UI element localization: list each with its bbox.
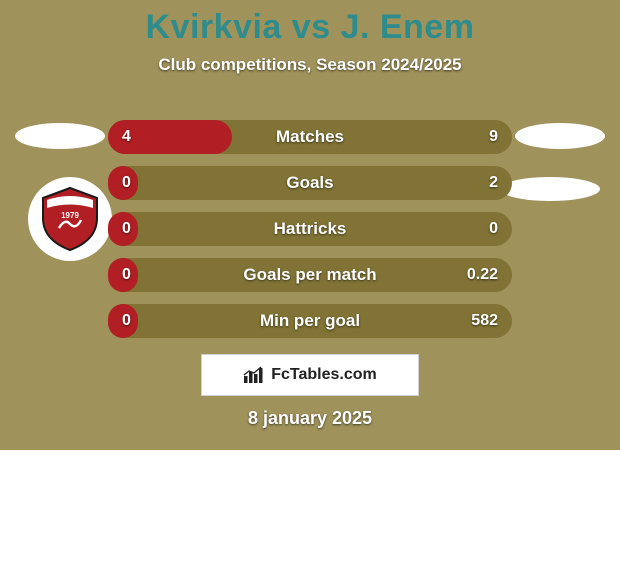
club-crest: 1979 (28, 177, 112, 261)
brand-box: FcTables.com (201, 354, 419, 396)
subtitle: Club competitions, Season 2024/2025 (0, 55, 620, 75)
page-title: Kvirkvia vs J. Enem (0, 0, 620, 47)
brand-text: FcTables.com (271, 366, 377, 384)
stat-row: 00Hattricks (108, 212, 512, 246)
svg-text:1979: 1979 (61, 211, 79, 220)
decor-ellipse-right-2 (500, 177, 600, 201)
vs-separator: vs (292, 8, 331, 46)
stat-bars: 49Matches 02Goals 00Hattricks 00.22Goals pe… (108, 120, 512, 350)
player1-name: Kvirkvia (146, 8, 282, 46)
stat-label: Hattricks (108, 219, 512, 239)
date-text: 8 january 2025 (0, 408, 620, 429)
player2-name: J. Enem (341, 8, 475, 46)
stat-label: Goals per match (108, 265, 512, 285)
stat-row: 0582Min per goal (108, 304, 512, 338)
stat-label: Matches (108, 127, 512, 147)
shield-icon: 1979 (35, 184, 105, 254)
decor-ellipse-right-1 (515, 123, 605, 149)
decor-ellipse-left (15, 123, 105, 149)
stat-row: 02Goals (108, 166, 512, 200)
stat-label: Goals (108, 173, 512, 193)
stat-row: 00.22Goals per match (108, 258, 512, 292)
stat-row: 49Matches (108, 120, 512, 154)
stat-label: Min per goal (108, 311, 512, 331)
comparison-panel: Kvirkvia vs J. Enem Club competitions, S… (0, 0, 620, 450)
bar-chart-icon (243, 366, 265, 384)
